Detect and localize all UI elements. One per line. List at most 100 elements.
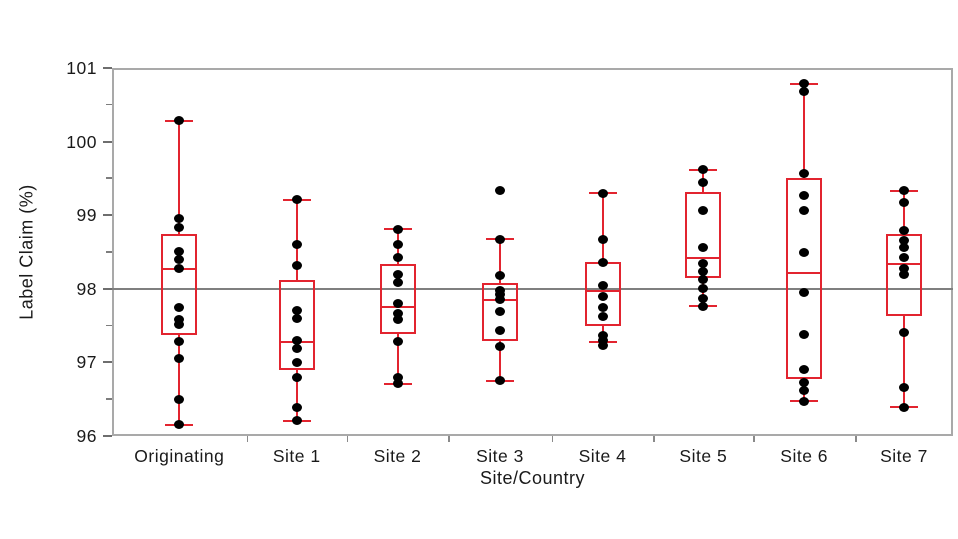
whisker-upper-stem [601, 193, 604, 263]
data-point [799, 385, 810, 395]
data-point [899, 382, 909, 392]
data-point [698, 177, 709, 187]
data-point [899, 327, 909, 337]
data-point [799, 287, 810, 297]
y-axis-title: Label Claim (%) [16, 184, 37, 320]
iqr-box [482, 282, 518, 342]
iqr-box [278, 279, 315, 371]
data-point [899, 263, 909, 273]
median-line [786, 272, 823, 275]
data-point [597, 188, 608, 198]
x-axis-tick [448, 436, 450, 442]
data-point [698, 165, 709, 175]
y-axis-major-tick [103, 435, 112, 437]
whisker-upper-stem [295, 199, 298, 280]
data-point [899, 198, 909, 208]
data-point [291, 343, 302, 353]
category-label: Site 2 [373, 446, 422, 466]
data-point [597, 234, 608, 244]
data-point [698, 301, 709, 311]
data-point [899, 402, 909, 412]
data-point [799, 377, 810, 387]
data-point [392, 240, 403, 250]
data-point [597, 280, 608, 290]
data-point [597, 340, 608, 350]
y-axis-tick-label: 100 [66, 131, 97, 152]
data-point [799, 168, 810, 178]
data-point [174, 337, 185, 347]
data-point [899, 243, 909, 253]
data-point [174, 264, 185, 274]
y-axis-major-tick [103, 67, 112, 69]
y-axis-tick-label: 96 [76, 426, 97, 446]
iqr-box [786, 178, 823, 379]
y-axis-minor-tick [106, 324, 112, 327]
data-point [495, 326, 505, 336]
data-point [899, 236, 909, 246]
whisker-upper-stem [499, 239, 501, 283]
data-point [799, 206, 810, 216]
data-point [392, 315, 403, 325]
data-point [291, 402, 302, 412]
data-point [291, 306, 302, 316]
data-point [174, 254, 185, 264]
data-point [597, 303, 608, 313]
data-point [698, 267, 709, 277]
data-point [392, 224, 403, 234]
x-axis-tick [246, 436, 249, 442]
data-point [597, 335, 608, 345]
data-point [495, 294, 505, 304]
category-label: Site 4 [578, 446, 627, 466]
category-label: Site 1 [272, 446, 321, 466]
y-axis-major-tick [103, 140, 112, 143]
x-axis-tick [551, 436, 554, 442]
y-axis-tick-label: 97 [76, 352, 97, 373]
category-label: Site 3 [476, 446, 524, 466]
data-point [291, 261, 302, 271]
data-point [799, 396, 810, 406]
reference-line [112, 287, 953, 290]
data-point [174, 354, 185, 364]
x-axis-tick [753, 436, 755, 442]
data-point [799, 247, 810, 257]
data-point [597, 291, 608, 301]
x-axis-tick [346, 436, 349, 442]
y-axis-major-tick [103, 214, 112, 217]
whisker-upper-stem [903, 190, 905, 234]
whisker-upper-stem [178, 120, 181, 235]
data-point [899, 226, 909, 236]
data-point [174, 214, 185, 224]
data-point [174, 246, 185, 256]
data-point [291, 357, 302, 367]
x-axis-tick [855, 436, 857, 442]
data-point [392, 372, 403, 382]
data-point [174, 223, 185, 233]
data-point [899, 253, 909, 263]
data-point [698, 293, 709, 303]
whisker-lower-stem [295, 370, 298, 421]
y-axis-tick-label: 98 [76, 278, 97, 299]
data-point [392, 299, 403, 309]
y-axis-minor-tick [106, 398, 112, 400]
data-point [899, 270, 909, 280]
data-point [174, 319, 185, 329]
x-axis-title: Site/Country [479, 468, 586, 488]
data-point [597, 257, 608, 267]
data-point [799, 190, 810, 200]
data-point [495, 376, 505, 386]
data-point [698, 258, 709, 268]
data-point [799, 329, 810, 339]
data-point [392, 379, 403, 389]
y-axis-major-tick [103, 287, 112, 290]
iqr-box [379, 263, 416, 334]
data-point [495, 307, 505, 317]
data-point [899, 186, 909, 196]
data-point [291, 335, 302, 345]
data-point [799, 78, 810, 88]
category-label: Site 5 [679, 446, 728, 466]
data-point [392, 336, 403, 346]
data-point [174, 302, 185, 312]
data-point [495, 271, 505, 281]
data-point [174, 420, 185, 430]
